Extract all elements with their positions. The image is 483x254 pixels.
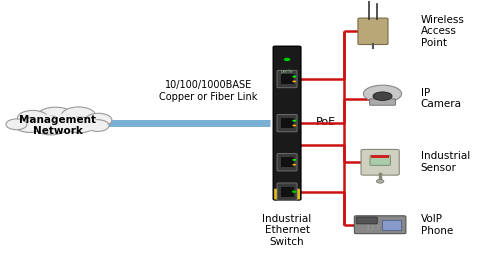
FancyBboxPatch shape (356, 217, 377, 224)
Ellipse shape (373, 92, 392, 101)
Text: Management
Network: Management Network (19, 115, 97, 136)
FancyBboxPatch shape (277, 154, 297, 171)
Text: IP
Camera: IP Camera (421, 88, 462, 109)
Circle shape (367, 228, 369, 229)
Circle shape (86, 120, 109, 131)
Circle shape (85, 113, 112, 127)
Circle shape (292, 124, 296, 126)
FancyBboxPatch shape (277, 70, 297, 88)
Circle shape (17, 110, 48, 126)
FancyBboxPatch shape (355, 216, 406, 234)
Circle shape (377, 228, 379, 229)
Circle shape (6, 119, 27, 130)
FancyBboxPatch shape (281, 118, 294, 128)
FancyBboxPatch shape (382, 220, 401, 230)
FancyBboxPatch shape (273, 46, 301, 200)
Circle shape (79, 122, 97, 131)
Circle shape (37, 107, 75, 127)
Circle shape (15, 118, 43, 132)
FancyBboxPatch shape (277, 183, 297, 200)
Text: Industrial
Sensor: Industrial Sensor (421, 151, 470, 173)
Text: VoIP
Phone: VoIP Phone (421, 214, 453, 235)
Circle shape (61, 107, 96, 124)
Circle shape (372, 228, 374, 229)
FancyBboxPatch shape (281, 74, 294, 84)
Circle shape (376, 179, 384, 183)
FancyBboxPatch shape (369, 99, 396, 105)
FancyBboxPatch shape (361, 149, 399, 175)
Circle shape (284, 58, 290, 61)
Ellipse shape (363, 85, 401, 102)
Circle shape (79, 118, 99, 128)
Text: Wireless
Access
Point: Wireless Access Point (421, 15, 465, 48)
FancyBboxPatch shape (281, 157, 294, 167)
Circle shape (292, 120, 296, 122)
Circle shape (292, 76, 296, 78)
Circle shape (33, 116, 69, 135)
Circle shape (28, 120, 49, 131)
Text: Industrial
Ethernet
Switch: Industrial Ethernet Switch (262, 214, 312, 247)
FancyBboxPatch shape (277, 114, 297, 132)
FancyBboxPatch shape (371, 155, 389, 158)
FancyBboxPatch shape (358, 18, 388, 44)
Circle shape (59, 121, 80, 131)
Text: perle: perle (281, 69, 293, 74)
FancyBboxPatch shape (281, 187, 294, 197)
Circle shape (64, 117, 95, 133)
FancyBboxPatch shape (370, 155, 390, 165)
Circle shape (292, 164, 296, 166)
Circle shape (292, 81, 296, 82)
Circle shape (292, 190, 297, 193)
Circle shape (32, 115, 56, 127)
FancyBboxPatch shape (274, 189, 300, 199)
Circle shape (292, 159, 296, 161)
Text: PoE: PoE (316, 117, 336, 127)
Circle shape (54, 113, 78, 125)
Text: 10/100/1000BASE
Copper or Fiber Link: 10/100/1000BASE Copper or Fiber Link (159, 81, 257, 102)
